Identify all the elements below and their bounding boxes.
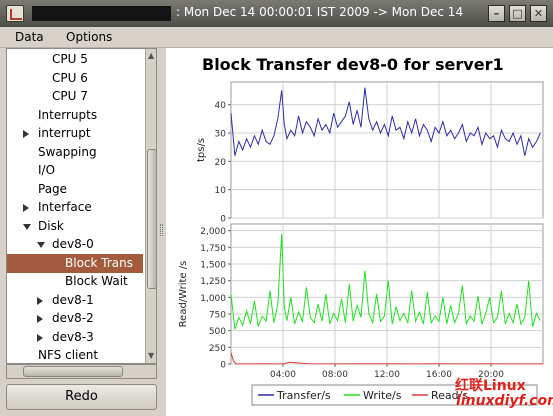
- expanded-arrow-icon[interactable]: [37, 242, 45, 248]
- collapsed-arrow-icon[interactable]: [23, 204, 29, 212]
- y-tick-label: 1,750: [200, 244, 226, 254]
- tree-item-label: dev8-3: [52, 329, 94, 344]
- x-tick-label: 20:00: [478, 370, 504, 380]
- chart-panel: Block Transfer dev8-0 for server1 0 10 20 3…: [166, 48, 553, 416]
- legend-label: Read/s: [431, 389, 468, 402]
- tree-item-label: Disk: [38, 218, 64, 233]
- y-tick-label: 750: [209, 311, 226, 321]
- tree-item-label: dev8-1: [52, 292, 94, 307]
- y-tick-label: 1,500: [200, 261, 226, 271]
- y-tick-label: 1,000: [200, 294, 226, 304]
- redo-button[interactable]: Redo: [6, 384, 157, 410]
- y-axis-label: Read/Write /s: [178, 261, 189, 328]
- tree-item[interactable]: dev8-3: [7, 328, 143, 347]
- tree-item[interactable]: CPU 7: [7, 87, 143, 106]
- x-tick-label: 12:00: [374, 370, 400, 380]
- minimize-icon: –: [493, 7, 500, 20]
- watermark-line-1: 红联Linux: [455, 378, 526, 394]
- y-axis-label: tps/s: [196, 138, 207, 162]
- tree-item-label: CPU 6: [52, 70, 88, 85]
- collapsed-arrow-icon[interactable]: [23, 130, 29, 138]
- tree-item[interactable]: dev8-0: [7, 235, 143, 254]
- y-tick-label: 30: [215, 130, 227, 140]
- x-tick-label: 16:00: [426, 370, 452, 380]
- tree-item[interactable]: I/O: [7, 161, 143, 180]
- tree-item[interactable]: CPU 6: [7, 69, 143, 88]
- redacted-hostname: [32, 6, 171, 21]
- y-tick-label: 0: [220, 361, 226, 371]
- tree-horizontal-scroll-thumb[interactable]: [23, 366, 123, 377]
- y-tick-label: 500: [209, 327, 226, 337]
- collapsed-arrow-icon[interactable]: [37, 296, 43, 305]
- menu-options[interactable]: Options: [66, 30, 113, 44]
- tree-item-label: CPU 5: [52, 52, 88, 66]
- tree-item-label: Swapping: [38, 144, 97, 159]
- menu-data[interactable]: Data: [15, 30, 44, 44]
- close-icon: ✕: [533, 7, 544, 20]
- legend-label: Write/s: [363, 389, 402, 402]
- title-bar: : Mon Dec 14 00:00:01 IST 2009 -> Mon De…: [0, 0, 553, 27]
- splitter-grip-icon: [160, 224, 163, 236]
- y-tick-label: 20: [215, 158, 227, 168]
- series-line-read: [230, 352, 543, 365]
- tree-item[interactable]: Block Wait: [7, 272, 143, 291]
- tree-item[interactable]: Page: [7, 180, 143, 199]
- pane-splitter[interactable]: [157, 48, 166, 412]
- tree-horizontal-scrollbar[interactable]: [6, 364, 157, 379]
- y-tick-label: 10: [215, 186, 227, 196]
- tree-item-label: dev8-0: [52, 237, 94, 251]
- tree-item[interactable]: Block Trans: [7, 253, 143, 273]
- tree-vertical-scrollbar[interactable]: ▲ ▼: [145, 49, 156, 363]
- menu-bar: Data Options: [0, 27, 553, 48]
- tree-item[interactable]: Disk: [7, 217, 143, 236]
- y-tick-label: 0: [220, 215, 226, 225]
- collapsed-arrow-icon[interactable]: [37, 315, 43, 323]
- y-tick-label: 250: [209, 344, 226, 354]
- expanded-arrow-icon[interactable]: [23, 223, 31, 230]
- tree-item-label: Block Trans: [65, 255, 133, 270]
- tree-item[interactable]: NFS client: [7, 346, 143, 363]
- y-tick-label: 2,000: [200, 227, 226, 237]
- tree-item[interactable]: dev8-2: [7, 309, 143, 328]
- app-chart-icon[interactable]: [6, 5, 24, 22]
- y-tick-label: 1,250: [200, 277, 226, 287]
- maximize-icon: □: [512, 7, 523, 20]
- tree-item[interactable]: Interrupts: [7, 106, 143, 125]
- x-tick-label: 04:00: [270, 370, 296, 380]
- tree-item-label: interrupt: [38, 126, 91, 140]
- tree-item[interactable]: CPU 5: [7, 50, 143, 69]
- y-tick-label: 40: [215, 101, 227, 111]
- tree-item-label: Page: [38, 181, 68, 196]
- tree-item-label: NFS client: [38, 348, 99, 362]
- legend-box: [251, 384, 538, 406]
- window-title: : Mon Dec 14 00:00:01 IST 2009 -> Mon De…: [176, 5, 464, 19]
- tree-item-label: Block Wait: [65, 274, 128, 288]
- graph-tree[interactable]: CPU 5 CPU 6 CPU 7 Interrupts interrupt Swappi…: [6, 48, 157, 364]
- legend-label: Transfer/s: [276, 389, 331, 402]
- tree-vertical-scroll-thumb[interactable]: [147, 149, 156, 289]
- chart-title: Block Transfer dev8-0 for server1: [202, 55, 504, 74]
- tree-item[interactable]: interrupt: [7, 124, 143, 143]
- chart-canvas: 0 10 20 30 40 tps/s 0 250 500 750 1,000 1,250 1,500 1…: [178, 81, 544, 406]
- tree-item[interactable]: Interface: [7, 198, 143, 217]
- close-button[interactable]: ✕: [530, 5, 547, 22]
- collapsed-arrow-icon[interactable]: [37, 333, 43, 342]
- minimize-button[interactable]: –: [488, 5, 505, 22]
- tree-item-label: I/O: [38, 163, 56, 177]
- x-tick-label: 08:00: [322, 370, 348, 380]
- series-line-write: [230, 233, 541, 330]
- watermark-line-2: linuxdiyf.com: [456, 393, 553, 409]
- tree-item-label: Interface: [38, 200, 92, 214]
- scroll-up-icon[interactable]: ▲: [148, 51, 155, 60]
- series-line-transfer: [230, 87, 541, 156]
- tree-item[interactable]: dev8-1: [7, 291, 143, 310]
- tree-item[interactable]: Swapping: [7, 143, 143, 162]
- chart-legend: Transfer/s Write/s Read/s: [251, 384, 538, 406]
- tree-item-label: dev8-2: [52, 311, 94, 325]
- scroll-down-icon[interactable]: ▼: [148, 351, 155, 360]
- tree-item-label: Interrupts: [38, 107, 98, 122]
- maximize-button[interactable]: □: [509, 5, 526, 22]
- tree-item-label: CPU 7: [52, 89, 88, 103]
